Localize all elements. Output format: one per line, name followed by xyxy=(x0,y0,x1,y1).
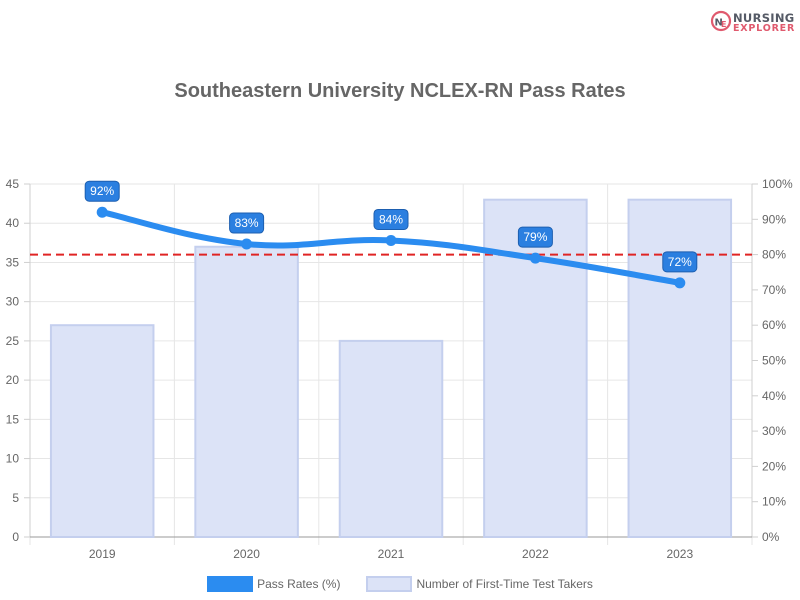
y-left-tick-label: 20 xyxy=(6,373,20,387)
bar-test-takers-2020 xyxy=(194,245,299,538)
bar-test-takers-2023 xyxy=(627,198,733,538)
y-left-tick-label: 45 xyxy=(6,177,20,191)
point-pass-rate-2019 xyxy=(96,206,108,218)
x-tick-label: 2023 xyxy=(666,547,693,561)
y-left-tick-label: 30 xyxy=(6,295,20,309)
x-tick-label: 2019 xyxy=(89,547,116,561)
brand-name-line2: EXPLORER xyxy=(733,23,796,34)
y-right-tick-label: 0% xyxy=(762,530,780,544)
svg-text:E: E xyxy=(721,20,726,29)
y-right-tick-label: 30% xyxy=(762,424,786,438)
y-left-tick-label: 5 xyxy=(12,491,19,505)
x-tick-label: 2021 xyxy=(378,547,405,561)
data-label-pass-rate: 92% xyxy=(90,184,114,198)
legend-swatch-pass-rates xyxy=(207,576,254,592)
legend-item-pass-rates[interactable]: Pass Rates (%) xyxy=(207,576,340,592)
y-left-tick-label: 0 xyxy=(12,530,19,544)
chart-legend: Pass Rates (%) Number of First-Time Test… xyxy=(0,574,800,594)
data-label-pass-rate: 83% xyxy=(235,216,259,230)
data-label-pass-rate: 72% xyxy=(668,255,692,269)
point-pass-rate-2023 xyxy=(674,277,686,289)
x-tick-label: 2022 xyxy=(522,547,549,561)
legend-swatch-test-takers xyxy=(366,576,413,592)
data-label-pass-rate: 84% xyxy=(379,212,403,226)
brand-logo: N E NURSING EXPLORER xyxy=(710,10,794,34)
svg-text:N: N xyxy=(715,18,723,29)
y-right-tick-label: 70% xyxy=(762,283,786,297)
point-pass-rate-2020 xyxy=(241,238,253,250)
y-left-tick-label: 15 xyxy=(6,412,20,426)
data-label-badge xyxy=(662,251,698,273)
y-left-tick-label: 40 xyxy=(6,216,20,230)
y-left-tick-label: 35 xyxy=(6,255,20,269)
chart-title: Southeastern University NCLEX-RN Pass Ra… xyxy=(174,80,626,102)
y-right-tick-label: 20% xyxy=(762,459,786,473)
bar-test-takers-2019 xyxy=(49,324,155,539)
data-label-badge xyxy=(84,180,120,202)
y-right-tick-label: 100% xyxy=(762,177,793,191)
y-left-tick-label: 10 xyxy=(6,452,20,466)
y-right-tick-label: 10% xyxy=(762,495,786,509)
point-pass-rate-2021 xyxy=(385,234,397,246)
y-right-tick-label: 40% xyxy=(762,389,786,403)
brand-name-line1: NURSING xyxy=(733,11,795,25)
bar-test-takers-2021 xyxy=(338,339,444,538)
y-left-tick-label: 25 xyxy=(6,334,20,348)
x-tick-label: 2020 xyxy=(233,547,260,561)
legend-label-pass-rates: Pass Rates (%) xyxy=(257,577,341,591)
y-right-tick-label: 50% xyxy=(762,354,786,368)
data-label-badge xyxy=(517,226,553,248)
data-label-badge xyxy=(373,208,409,230)
legend-item-test-takers[interactable]: Number of First-Time Test Takers xyxy=(366,576,593,592)
point-pass-rate-2022 xyxy=(529,252,541,264)
y-right-tick-label: 90% xyxy=(762,212,786,226)
y-right-tick-label: 60% xyxy=(762,318,786,332)
nursing-explorer-logo-icon: N E xyxy=(710,10,732,32)
data-label-badge xyxy=(229,212,265,234)
y-right-tick-label: 80% xyxy=(762,248,786,262)
legend-label-test-takers: Number of First-Time Test Takers xyxy=(416,577,593,591)
data-label-pass-rate: 79% xyxy=(523,230,547,244)
